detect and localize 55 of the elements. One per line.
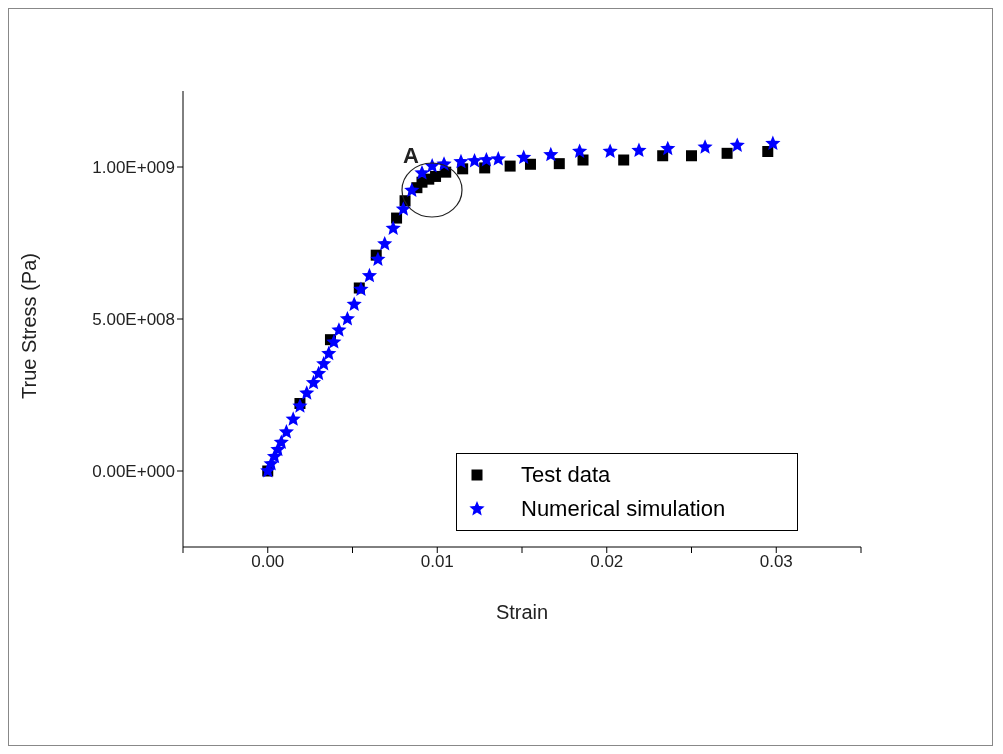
x-axis-title: Strain (495, 601, 549, 624)
point (762, 146, 774, 157)
point (310, 365, 327, 381)
point (305, 374, 322, 390)
point (478, 152, 495, 167)
point (331, 322, 347, 337)
point (299, 385, 315, 400)
point (631, 142, 647, 158)
point (453, 153, 469, 169)
point (285, 411, 301, 426)
point (721, 147, 733, 159)
point (697, 139, 713, 154)
point (686, 150, 697, 162)
point (553, 158, 565, 170)
y-tick-label: 0.00E+000 (92, 462, 175, 482)
point (353, 281, 369, 296)
point (524, 158, 536, 170)
x-tick-label: 0.03 (759, 552, 793, 572)
x-tick-label: 0.00 (251, 552, 285, 572)
point (516, 149, 532, 165)
point (278, 424, 294, 439)
point (490, 151, 506, 166)
legend-label: Numerical simulation (521, 496, 726, 522)
point (404, 182, 420, 197)
point (504, 160, 516, 172)
point (321, 345, 337, 361)
point (377, 235, 393, 251)
x-tick-label: 0.02 (590, 552, 624, 572)
point (395, 201, 411, 216)
point (326, 334, 342, 349)
point (618, 154, 630, 166)
point (466, 152, 483, 168)
point (660, 140, 676, 156)
legend-label: Test data (521, 462, 611, 488)
point (316, 355, 332, 371)
point (385, 220, 401, 235)
point (414, 165, 430, 180)
point (370, 251, 386, 266)
point (543, 146, 559, 162)
point (430, 170, 442, 182)
x-tick-label: 0.01 (420, 552, 454, 572)
point (273, 434, 289, 449)
y-tick-label: 5.00E+008 (92, 310, 175, 330)
point (361, 267, 378, 283)
point (346, 296, 362, 311)
y-axis-title: True Stress (Pa) (18, 253, 41, 399)
point (765, 135, 781, 151)
point (602, 143, 618, 158)
point (572, 143, 588, 158)
point (391, 212, 403, 224)
point (339, 311, 356, 326)
point (729, 137, 745, 152)
annotation: A (403, 143, 419, 169)
point (577, 154, 589, 166)
y-tick-label: 1.00E+009 (92, 158, 175, 178)
